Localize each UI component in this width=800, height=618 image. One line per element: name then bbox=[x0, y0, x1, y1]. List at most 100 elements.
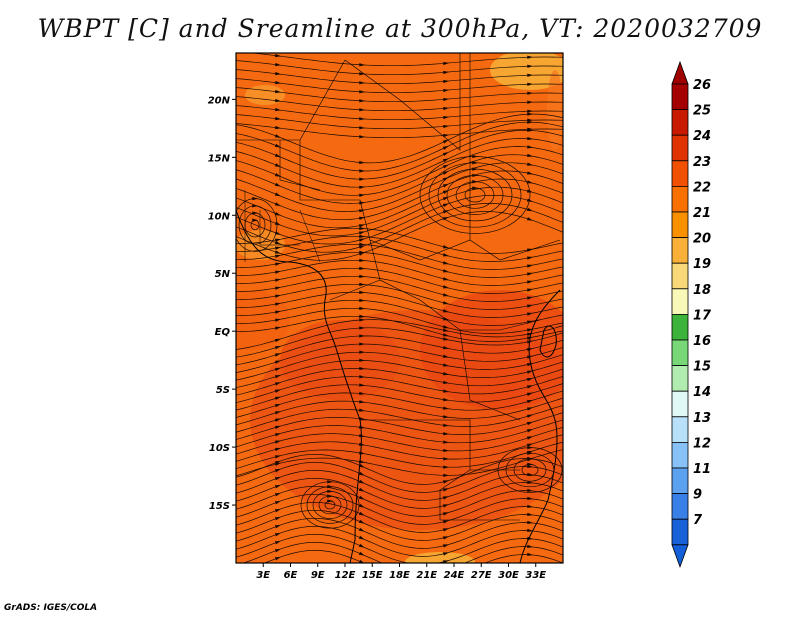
streamline-arrowhead bbox=[442, 217, 450, 221]
streamline-arrowhead bbox=[252, 204, 259, 208]
streamline-arrowhead bbox=[442, 177, 449, 182]
streamline-arrowhead bbox=[527, 153, 534, 158]
streamline-arrowhead bbox=[443, 61, 450, 66]
streamline-arrowhead bbox=[359, 250, 366, 254]
streamline bbox=[236, 170, 563, 221]
streamline-arrowhead bbox=[274, 468, 282, 473]
chart-title: WBPT [C] and Sreamline at 300hPa, VT: 20… bbox=[37, 14, 763, 43]
streamline-arrowhead bbox=[274, 346, 282, 350]
streamline-arrowhead bbox=[275, 62, 282, 67]
lat-tick-label: 10N bbox=[208, 211, 231, 222]
streamline-arrowhead bbox=[472, 180, 479, 184]
streamline-arrowhead bbox=[526, 348, 534, 352]
streamline-arrowhead bbox=[274, 484, 282, 489]
streamline bbox=[236, 343, 563, 373]
lat-tick-label: EQ bbox=[215, 327, 231, 338]
streamline bbox=[236, 299, 563, 326]
streamline-arrowhead bbox=[358, 245, 366, 249]
streamline-arrowhead bbox=[359, 442, 366, 446]
streamline-arrowhead bbox=[274, 143, 281, 148]
streamline bbox=[236, 235, 563, 262]
lon-tick-label: 3E bbox=[256, 570, 270, 581]
streamline bbox=[236, 87, 563, 103]
streamline bbox=[236, 69, 563, 85]
streamline-arrowhead bbox=[359, 290, 366, 294]
streamline-arrowhead bbox=[359, 99, 366, 103]
streamline-arrowhead bbox=[327, 484, 334, 489]
streamline-arrowhead bbox=[527, 145, 534, 149]
streamline bbox=[236, 291, 563, 318]
streamline bbox=[236, 186, 563, 237]
streamline-arrowhead bbox=[275, 80, 282, 85]
streamline-arrowhead bbox=[359, 358, 366, 362]
streamline-arrowhead bbox=[274, 540, 282, 545]
streamline-arrowhead bbox=[274, 460, 282, 465]
streamline-arrowhead bbox=[442, 164, 449, 169]
streamline-arrowhead bbox=[252, 196, 259, 201]
streamline-arrowhead bbox=[526, 363, 534, 367]
streamline bbox=[236, 525, 563, 557]
streamline-arrowhead bbox=[442, 337, 450, 341]
lon-tick-label: 33E bbox=[525, 570, 546, 581]
streamline-arrowhead bbox=[527, 462, 534, 467]
streamline-arrowhead bbox=[252, 211, 259, 215]
streamline-arrowhead bbox=[527, 451, 534, 455]
streamline bbox=[236, 315, 563, 342]
streamline-arrowhead bbox=[527, 100, 534, 104]
streamline-arrowhead bbox=[442, 504, 450, 508]
streamline-arrowhead bbox=[358, 559, 365, 563]
colorbar-swatch bbox=[671, 313, 689, 341]
streamline bbox=[236, 397, 563, 426]
streamline-arrowhead bbox=[358, 224, 366, 228]
streamline-arrowhead bbox=[526, 370, 534, 374]
colorbar-swatch bbox=[671, 467, 689, 495]
colorbar-label: 7 bbox=[693, 513, 703, 528]
lat-tick-label: 20N bbox=[208, 95, 231, 106]
streamline-arrowhead bbox=[527, 55, 534, 59]
streamline-arrowhead bbox=[442, 544, 450, 548]
streamline-arrowhead bbox=[274, 153, 281, 158]
streamline-arrowhead bbox=[359, 282, 366, 286]
streamline bbox=[236, 227, 563, 254]
streamline-arrowhead bbox=[327, 480, 334, 484]
streamline-arrowhead bbox=[358, 238, 366, 242]
streamline-arrowhead bbox=[274, 231, 282, 235]
streamline bbox=[236, 96, 563, 112]
streamline bbox=[236, 60, 563, 76]
streamline-arrowhead bbox=[358, 495, 365, 500]
streamline bbox=[236, 114, 563, 130]
streamline-arrowhead bbox=[527, 73, 534, 77]
wbpt-shading bbox=[236, 53, 563, 563]
streamline-arrowhead bbox=[443, 415, 450, 419]
streamline-arrowhead bbox=[274, 270, 282, 274]
streamline-arrowhead bbox=[527, 544, 534, 549]
streamline bbox=[236, 307, 563, 334]
streamline-arrowhead bbox=[442, 170, 449, 175]
streamline-arrowhead bbox=[526, 392, 534, 396]
colorbar-swatch bbox=[671, 493, 689, 520]
colorbar-label: 17 bbox=[693, 308, 712, 323]
streamline-arrowhead bbox=[274, 524, 282, 529]
streamline-arrowhead bbox=[526, 189, 534, 193]
streamline-arrowhead bbox=[359, 234, 366, 238]
streamline bbox=[236, 449, 563, 477]
colorbar-swatch bbox=[671, 83, 689, 111]
streamline-arrowhead bbox=[274, 163, 281, 168]
streamline-arrowhead bbox=[359, 90, 366, 94]
streamline-arrowhead bbox=[442, 333, 450, 337]
streamline-arrowhead bbox=[527, 109, 534, 113]
streamline bbox=[236, 162, 563, 212]
streamline-arrowhead bbox=[527, 512, 534, 517]
streamline-arrowhead bbox=[359, 72, 366, 76]
streamline-arrowhead bbox=[442, 301, 450, 305]
streamline-arrowhead bbox=[359, 258, 366, 262]
streamline-arrowhead bbox=[359, 342, 366, 346]
streamline-arrowhead bbox=[274, 418, 282, 422]
streamline-arrowhead bbox=[442, 317, 450, 321]
streamline-arrowhead bbox=[358, 231, 366, 235]
streamline-arrowhead bbox=[527, 528, 534, 533]
streamlines bbox=[236, 53, 563, 563]
colorbar-bottom-arrow bbox=[671, 544, 689, 568]
streamline-arrowhead bbox=[274, 404, 282, 408]
streamline-arrowhead bbox=[358, 519, 365, 524]
